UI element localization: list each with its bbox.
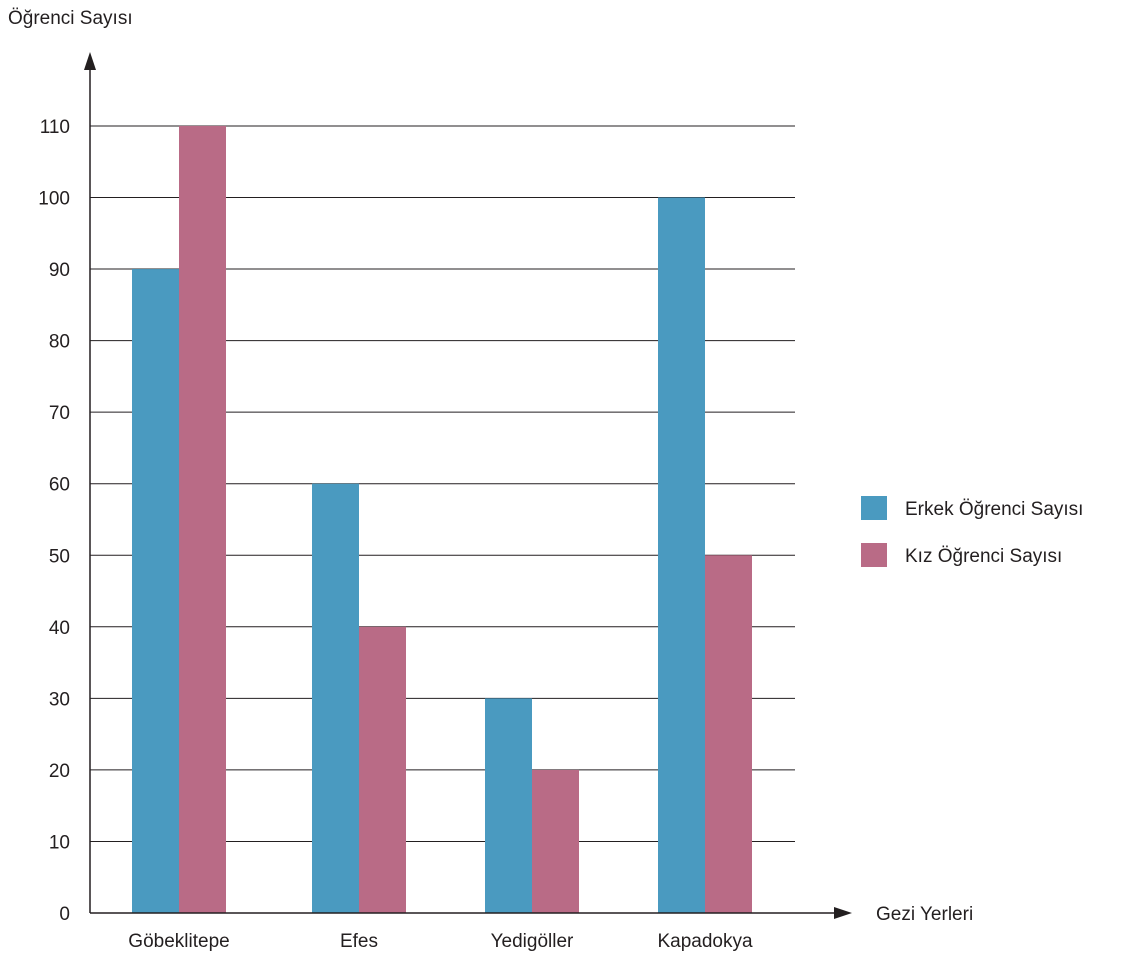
- y-tick-label: 0: [59, 904, 70, 925]
- y-axis-label: Öğrenci Sayısı: [8, 8, 133, 29]
- legend-swatch: [861, 543, 887, 567]
- y-tick-label: 10: [49, 832, 70, 853]
- y-tick-label: 70: [49, 403, 70, 424]
- y-tick-label: 110: [40, 117, 70, 138]
- y-tick-label: 60: [49, 475, 70, 496]
- axes: [84, 52, 852, 919]
- legend: Erkek Öğrenci Sayısı Kız Öğrenci Sayısı: [861, 496, 1083, 567]
- x-tick-label: Efes: [340, 931, 378, 952]
- y-tick-label: 30: [49, 689, 70, 710]
- legend-label: Erkek Öğrenci Sayısı: [905, 499, 1083, 520]
- x-tick-labels: Göbeklitepe Efes Yedigöller Kapadokya: [128, 931, 753, 952]
- bar-kiz-2: [532, 769, 579, 913]
- x-tick-label: Yedigöller: [491, 931, 574, 952]
- y-tick-labels: 0 10 20 30 40 50 60 70 80 90 100 110: [38, 117, 70, 925]
- x-axis-label: Gezi Yerleri: [876, 904, 973, 925]
- y-tick-label: 100: [38, 189, 70, 210]
- y-tick-label: 20: [49, 761, 70, 782]
- bar-kiz-1: [359, 626, 406, 913]
- bar-kiz-3: [705, 555, 752, 913]
- y-tick-label: 40: [49, 618, 70, 639]
- legend-label: Kız Öğrenci Sayısı: [905, 546, 1062, 567]
- legend-swatch: [861, 496, 887, 520]
- y-tick-label: 80: [49, 332, 70, 353]
- y-tick-label: 50: [49, 546, 70, 567]
- y-tick-label: 90: [49, 260, 70, 281]
- bar-erkek-2: [485, 698, 532, 913]
- y-axis-arrow-icon: [84, 52, 96, 70]
- x-tick-label: Kapadokya: [657, 931, 753, 952]
- bar-erkek-1: [312, 483, 359, 913]
- bar-erkek-3: [658, 197, 705, 913]
- x-tick-label: Göbeklitepe: [128, 931, 229, 952]
- bar-erkek-0: [132, 269, 179, 913]
- x-axis-arrow-icon: [834, 907, 852, 919]
- bars: [132, 125, 752, 913]
- bar-kiz-0: [179, 125, 226, 913]
